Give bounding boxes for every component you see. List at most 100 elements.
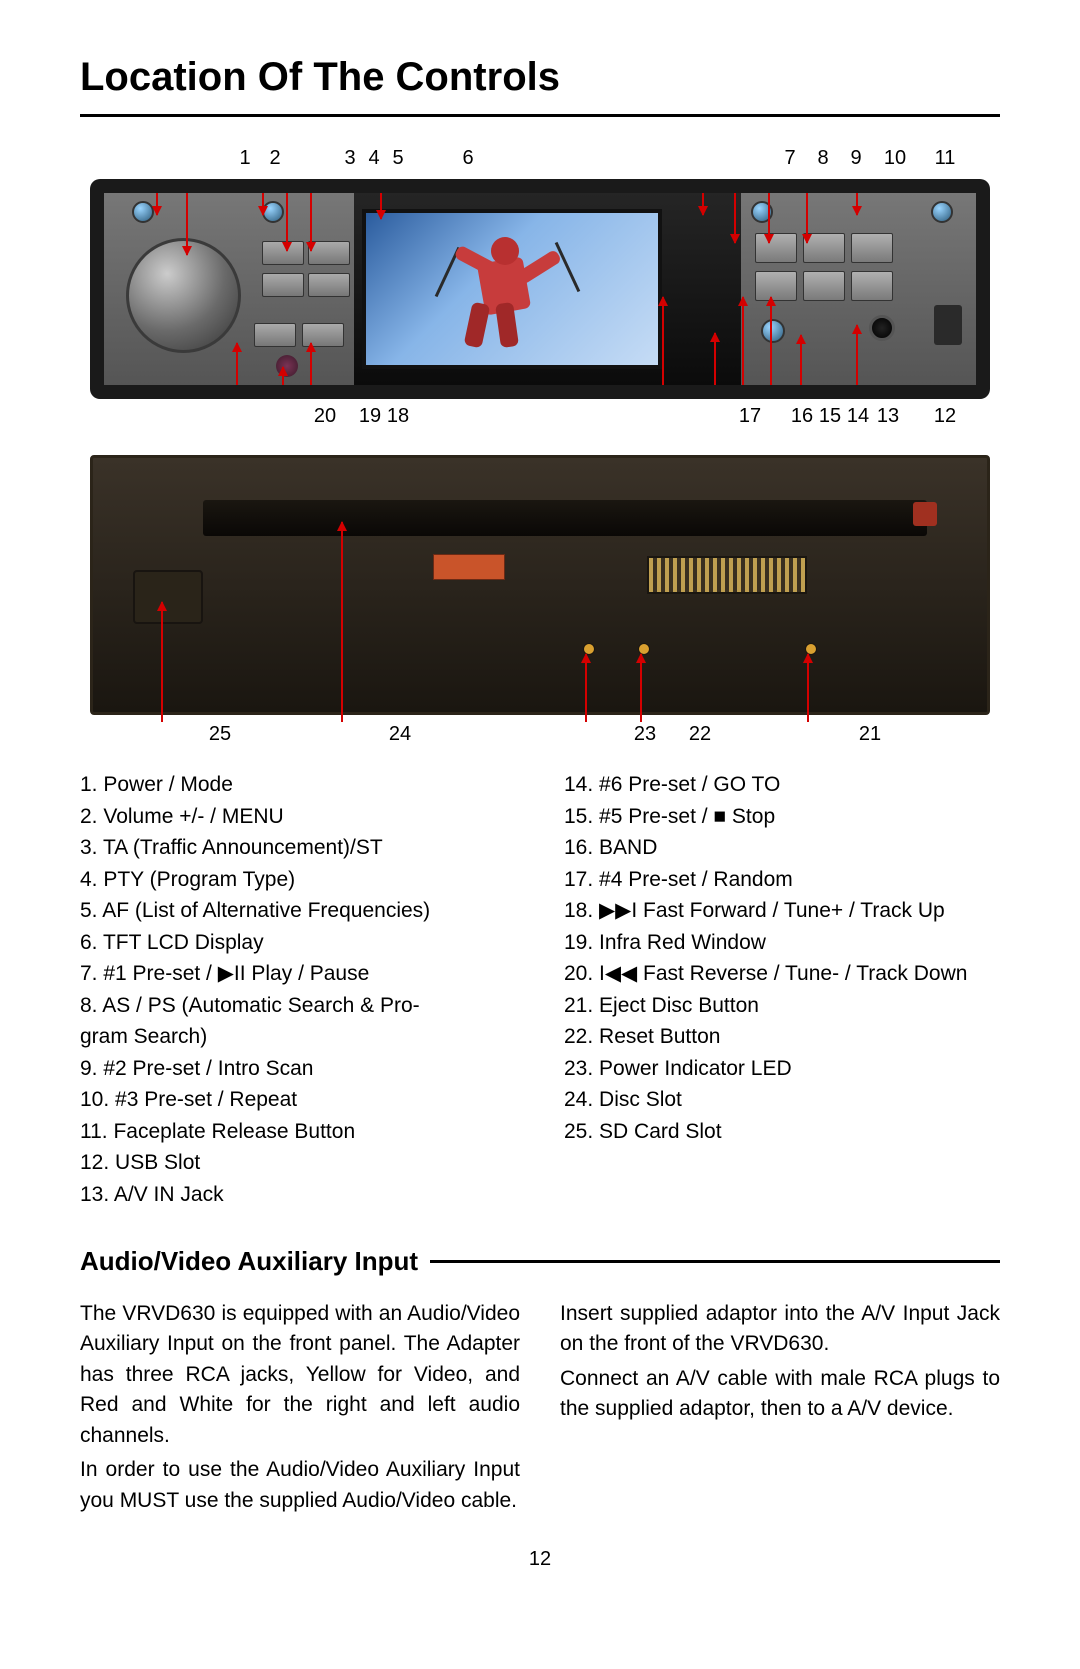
callout-label: 8	[817, 147, 828, 170]
callout-18	[310, 343, 312, 395]
callout-23	[585, 654, 587, 722]
callout-label: 16	[791, 405, 813, 428]
legend-item: 20. I◀◀ Fast Reverse / Tune- / Track Dow…	[564, 958, 1000, 990]
callout-label: 1	[239, 147, 250, 170]
device-chassis	[90, 455, 990, 715]
legend-item: 14. #6 Pre-set / GO TO	[564, 769, 1000, 801]
legend-item: 13. A/V IN Jack	[80, 1179, 516, 1211]
preset-4-button	[755, 271, 797, 301]
skier-graphic	[436, 235, 586, 355]
callout-label: 3	[344, 147, 355, 170]
body-paragraph: Connect an A/V cable with male RCA plugs…	[560, 1364, 1000, 1425]
legend-item: 7. #1 Pre-set / ▶II Play / Pause	[80, 958, 516, 990]
body-paragraph: The VRVD630 is equipped with an Audio/Vi…	[80, 1299, 520, 1451]
callout-label: 9	[850, 147, 861, 170]
legend-item: 1. Power / Mode	[80, 769, 516, 801]
body-col-right: Insert supplied adaptor into the A/V Inp…	[560, 1299, 1000, 1520]
device-faceplate	[90, 179, 990, 399]
legend-item: 10. #3 Pre-set / Repeat	[80, 1084, 516, 1116]
as-ps-button	[755, 233, 797, 263]
callout-2	[186, 183, 188, 255]
connector-strip	[647, 556, 807, 594]
callout-5	[310, 183, 312, 251]
callout-11	[856, 183, 858, 215]
diagram-1: 1234567891011	[90, 147, 990, 749]
callout-label: 18	[387, 405, 409, 428]
bottom-labels-upper: 201918171615141312	[90, 405, 990, 431]
top-labels: 1234567891011	[90, 147, 990, 173]
callout-label: 21	[859, 723, 881, 746]
nav-button-2	[308, 273, 350, 297]
callout-20	[236, 343, 238, 395]
panel-right	[741, 193, 976, 385]
faceplate-release-button	[931, 201, 953, 223]
callout-3	[262, 183, 264, 215]
callout-label: 20	[314, 405, 336, 428]
panel-left	[104, 193, 354, 385]
legend-item: 8. AS / PS (Automatic Search & Pro-	[80, 990, 516, 1022]
legend-col-left: 1. Power / Mode2. Volume +/- / MENU3. TA…	[80, 769, 516, 1210]
callout-10	[806, 183, 808, 243]
callout-1	[156, 183, 158, 215]
legend-item: 12. USB Slot	[80, 1147, 516, 1179]
callout-label: 17	[739, 405, 761, 428]
eject-disc-button	[913, 502, 937, 526]
lcd-display	[362, 209, 662, 369]
callout-9	[768, 183, 770, 243]
callout-17	[662, 297, 664, 395]
fast-rev-button	[254, 323, 296, 347]
callout-21	[807, 654, 809, 722]
callout-label: 7	[784, 147, 795, 170]
nav-button	[262, 273, 304, 297]
callout-label: 14	[847, 405, 869, 428]
page-number: 12	[80, 1548, 1000, 1571]
disc-slot	[203, 500, 927, 536]
callout-15	[742, 297, 744, 395]
preset-5-button	[803, 271, 845, 301]
body-paragraph: Insert supplied adaptor into the A/V Inp…	[560, 1299, 1000, 1360]
legend-item: 24. Disc Slot	[564, 1084, 1000, 1116]
callout-label: 10	[884, 147, 906, 170]
body-col-left: The VRVD630 is equipped with an Audio/Vi…	[80, 1299, 520, 1520]
callout-14	[770, 297, 772, 395]
legend-item: 5. AF (List of Alternative Frequencies)	[80, 895, 516, 927]
callout-24	[341, 522, 343, 722]
legend-item: 3. TA (Traffic Announcement)/ST	[80, 832, 516, 864]
sd-card-slot	[133, 570, 203, 624]
callout-label: 22	[689, 723, 711, 746]
usb-slot	[934, 305, 962, 345]
body-columns: The VRVD630 is equipped with an Audio/Vi…	[80, 1299, 1000, 1520]
controls-legend: 1. Power / Mode2. Volume +/- / MENU3. TA…	[80, 769, 1000, 1210]
preset-6-button	[851, 271, 893, 301]
legend-item: 4. PTY (Program Type)	[80, 864, 516, 896]
legend-item: 23. Power Indicator LED	[564, 1053, 1000, 1085]
legend-item: 15. #5 Pre-set / ■ Stop	[564, 801, 1000, 833]
callout-label: 11	[935, 147, 956, 170]
subheading-text: Audio/Video Auxiliary Input	[80, 1246, 418, 1277]
legend-item: 11. Faceplate Release Button	[80, 1116, 516, 1148]
legend-item: 2. Volume +/- / MENU	[80, 801, 516, 833]
legend-item: 25. SD Card Slot	[564, 1116, 1000, 1148]
callout-label: 13	[877, 405, 899, 428]
power-mode-button	[132, 201, 154, 223]
brand-label	[433, 554, 505, 580]
callout-label: 24	[389, 723, 411, 746]
callout-16	[714, 333, 716, 395]
legend-col-right: 14. #6 Pre-set / GO TO15. #5 Pre-set / ■…	[564, 769, 1000, 1210]
callout-22	[640, 654, 642, 722]
callout-label: 5	[392, 147, 403, 170]
bottom-labels-lower: 2524232221	[90, 723, 990, 749]
legend-item: 6. TFT LCD Display	[80, 927, 516, 959]
legend-item: 22. Reset Button	[564, 1021, 1000, 1053]
legend-item: 9. #2 Pre-set / Intro Scan	[80, 1053, 516, 1085]
callout-19	[282, 367, 284, 395]
callout-4	[286, 183, 288, 251]
callout-12	[856, 325, 858, 395]
legend-item: 18. ▶▶I Fast Forward / Tune+ / Track Up	[564, 895, 1000, 927]
title-rule	[80, 114, 1000, 117]
body-paragraph: In order to use the Audio/Video Auxiliar…	[80, 1455, 520, 1516]
legend-item: 19. Infra Red Window	[564, 927, 1000, 959]
callout-label: 19	[359, 405, 381, 428]
callout-label: 6	[462, 147, 473, 170]
callout-label: 23	[634, 723, 656, 746]
